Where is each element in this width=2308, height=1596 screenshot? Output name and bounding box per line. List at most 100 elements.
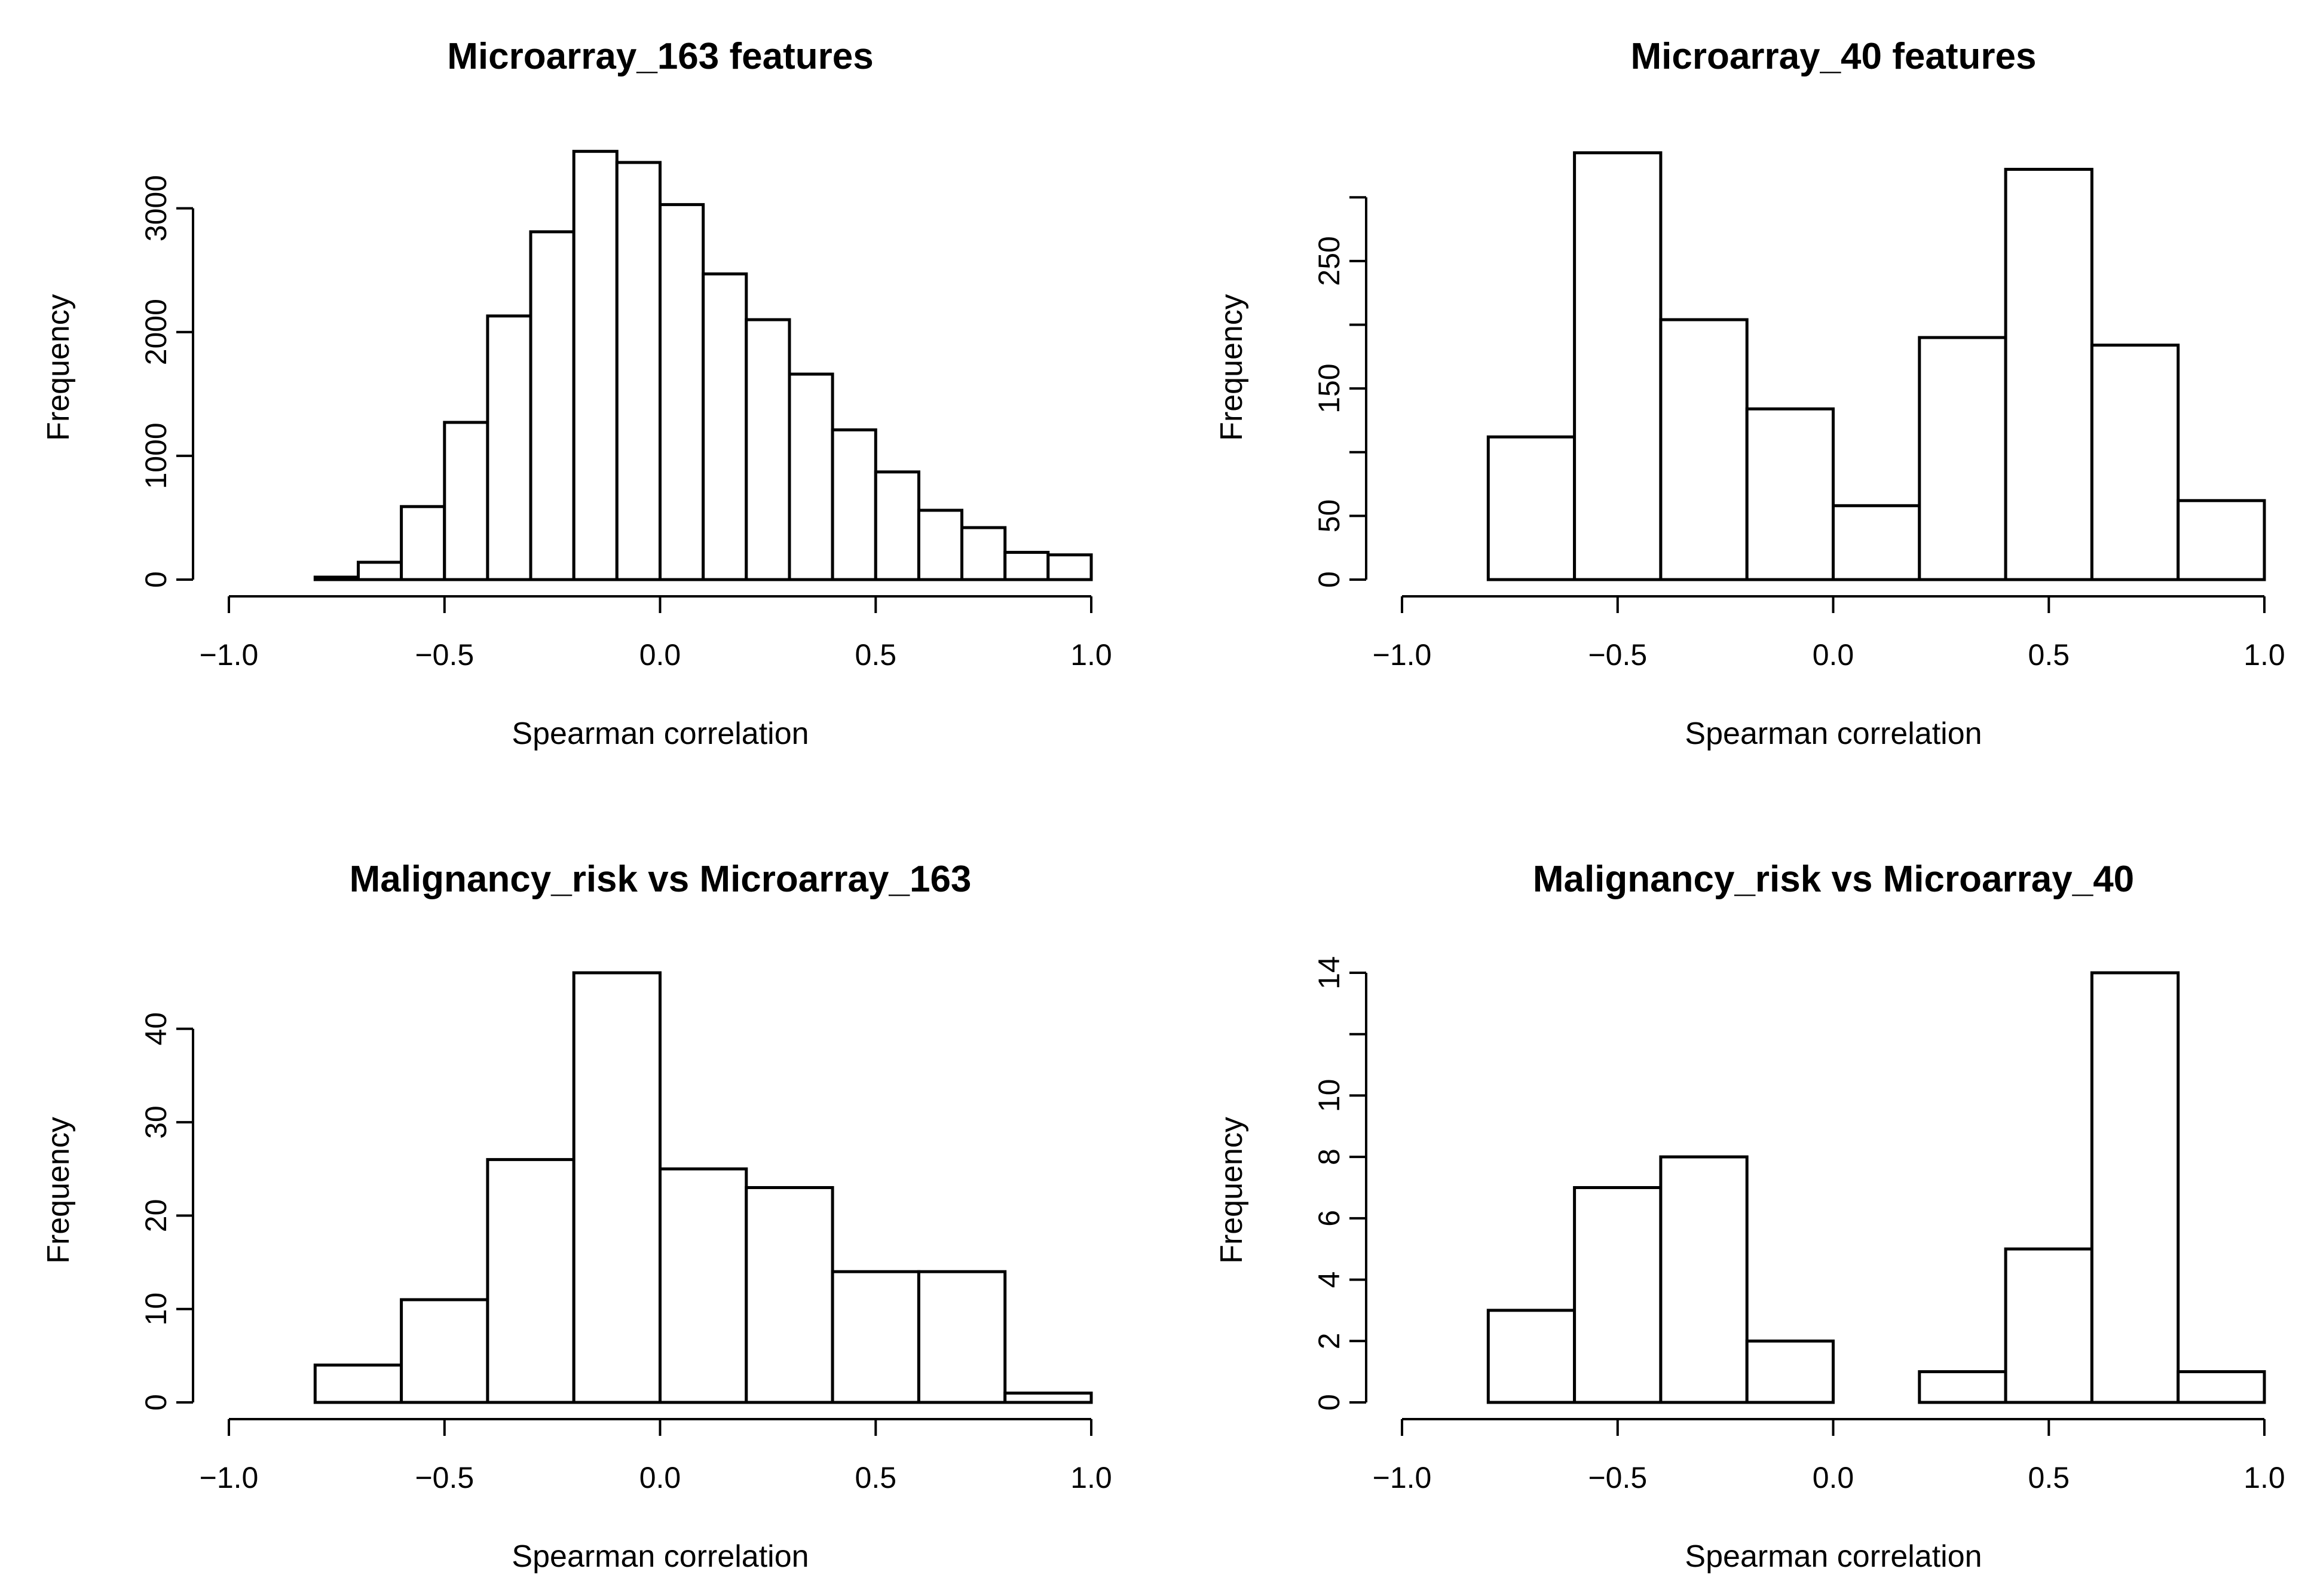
panel-4-xlabel: Spearman correlation: [1685, 1539, 1982, 1574]
panel-3-y-tick-label-0: 0: [139, 1394, 173, 1411]
panel-1-bar-8: [615, 161, 662, 581]
panel-2-x-tick-label-2: 0.0: [1813, 638, 1854, 672]
panel-1-x-tick-label-0: −1.0: [200, 638, 259, 672]
panel-1-bar-14: [874, 470, 921, 581]
panel-1-bar-17: [1003, 550, 1050, 581]
panel-3-malignancy-vs-163: Malignancy_risk vs Microarray_163 Freque…: [41, 859, 1112, 1574]
panel-2-title: Microarray_40 features: [1631, 36, 2037, 77]
panel-1-x-tick-label-4: 1.0: [1070, 638, 1112, 672]
panel-1-bar-11: [745, 318, 791, 581]
panel-2-bar-2: [1573, 151, 1663, 581]
panel-4-y-tick-label-7: 14: [1312, 956, 1346, 990]
panel-3-bars: [313, 971, 1093, 1404]
panel-4-bar-6: [1918, 1370, 2007, 1404]
panel-4-bar-4: [1745, 1339, 1835, 1404]
panel-1-x-axis: −1.0 −0.5 0.0 0.5 1.0: [200, 595, 1112, 672]
panel-4-x-tick-label-4: 1.0: [2243, 1461, 2285, 1494]
panel-3-x-axis: −1.0 −0.5 0.0 0.5 1.0: [200, 1418, 1112, 1494]
panel-4-x-axis: −1.0 −0.5 0.0 0.5 1.0: [1373, 1418, 2285, 1494]
panel-2-x-tick-label-4: 1.0: [2243, 638, 2285, 672]
panel-4-ylabel: Frequency: [1214, 1117, 1249, 1264]
panel-3-x-tick-label-0: −1.0: [200, 1461, 259, 1494]
panel-2-y-tick-label-1: 50: [1312, 500, 1346, 533]
panel-3-y-tick-label-3: 30: [139, 1105, 173, 1139]
panel-3-x-tick-label-4: 1.0: [1070, 1461, 1112, 1494]
panel-2-y-tick-label-0: 0: [1312, 571, 1346, 588]
panel-3-bar-3: [486, 1158, 576, 1404]
panel-2-y-tick-label-3: 150: [1312, 363, 1346, 413]
panel-2-bar-6: [1918, 336, 2007, 581]
panel-4-bar-9: [2177, 1370, 2266, 1404]
panel-1-bar-9: [659, 203, 705, 581]
panel-1-y-tick-label-3: 3000: [139, 175, 173, 241]
panel-3-bar-6: [745, 1186, 834, 1404]
panel-2-bar-1: [1486, 435, 1577, 581]
panel-4-x-tick-label-2: 0.0: [1813, 1461, 1854, 1494]
panel-1-xlabel: Spearman correlation: [512, 716, 809, 751]
panel-4-y-axis: 0 2 4 6 8 10 14: [1312, 956, 1367, 1411]
panel-2-y-tick-label-5: 250: [1312, 236, 1346, 286]
panel-1-bar-15: [917, 508, 964, 581]
panel-4-bar-2: [1573, 1186, 1663, 1404]
panel-3-bar-7: [831, 1270, 920, 1404]
panel-4-y-tick-label-2: 4: [1312, 1272, 1346, 1288]
panel-1-ylabel: Frequency: [41, 294, 76, 441]
panel-1-bar-7: [572, 149, 619, 581]
panel-3-y-tick-label-1: 10: [139, 1292, 173, 1326]
panel-2-xlabel: Spearman correlation: [1685, 716, 1982, 751]
panel-3-x-tick-label-2: 0.0: [639, 1461, 681, 1494]
panel-1-microarray-163: Microarray_163 features Frequency Spearm…: [41, 36, 1112, 751]
panel-2-bars: [1486, 151, 2266, 581]
panel-2-bar-8: [2090, 344, 2180, 581]
panel-2-microarray-40: Microarray_40 features Frequency Spearma…: [1214, 36, 2285, 751]
panel-1-y-tick-label-2: 2000: [139, 299, 173, 365]
panel-2-bar-9: [2177, 499, 2266, 581]
panel-3-ylabel: Frequency: [41, 1117, 76, 1264]
panel-3-xlabel: Spearman correlation: [512, 1539, 809, 1574]
panel-4-y-tick-label-1: 2: [1312, 1332, 1346, 1349]
panel-3-bar-1: [313, 1364, 403, 1404]
panel-3-bar-9: [1003, 1391, 1093, 1404]
panel-3-bar-4: [572, 971, 662, 1404]
panel-4-title: Malignancy_risk vs Microarray_40: [1533, 859, 2134, 900]
panel-4-bar-7: [2004, 1247, 2093, 1404]
panel-4-bar-8: [2090, 971, 2180, 1404]
panel-1-bar-16: [960, 526, 1007, 581]
panel-3-title: Malignancy_risk vs Microarray_163: [350, 859, 972, 900]
panel-1-title: Microarray_163 features: [447, 36, 873, 77]
panel-2-x-tick-label-0: −1.0: [1373, 638, 1432, 672]
panel-4-x-tick-label-1: −0.5: [1588, 1461, 1647, 1494]
panel-3-bar-2: [400, 1298, 489, 1404]
panel-1-bars: [313, 149, 1093, 581]
panel-1-x-tick-label-3: 0.5: [855, 638, 897, 672]
panel-1-y-axis: 0 1000 2000 3000: [139, 175, 194, 588]
panel-4-bar-3: [1659, 1155, 1749, 1404]
panel-1-x-tick-label-1: −0.5: [415, 638, 474, 672]
panel-4-bar-1: [1486, 1309, 1577, 1404]
panel-4-x-tick-label-0: −1.0: [1373, 1461, 1432, 1494]
panel-2-bar-4: [1745, 407, 1835, 581]
panel-4-malignancy-vs-40: Malignancy_risk vs Microarray_40 Frequen…: [1214, 859, 2285, 1574]
panel-1-bar-12: [788, 372, 834, 581]
panel-2-bar-5: [1832, 504, 1921, 581]
panel-1-bar-6: [529, 230, 576, 581]
panel-4-bars: [1486, 971, 2266, 1404]
panel-3-x-tick-label-3: 0.5: [855, 1461, 897, 1494]
panel-4-y-tick-label-4: 8: [1312, 1148, 1346, 1165]
panel-2-y-axis: 0 50 150 250: [1312, 196, 1367, 588]
panel-1-bar-3: [400, 505, 446, 581]
panel-1-bar-10: [702, 272, 748, 581]
panel-3-bar-5: [659, 1167, 748, 1404]
panel-3-y-tick-label-2: 20: [139, 1199, 173, 1233]
panel-1-bar-2: [357, 560, 403, 581]
panel-3-y-axis: 0 10 20 30 40: [139, 1012, 194, 1411]
panel-1-bar-1: [313, 575, 360, 581]
panel-2-bar-7: [2004, 167, 2093, 581]
panel-3-bar-8: [917, 1270, 1007, 1404]
panel-2-x-tick-label-1: −0.5: [1588, 638, 1647, 672]
panel-1-y-tick-label-0: 0: [139, 571, 173, 588]
panel-1-bar-5: [486, 314, 532, 581]
panel-1-bar-13: [831, 428, 877, 581]
